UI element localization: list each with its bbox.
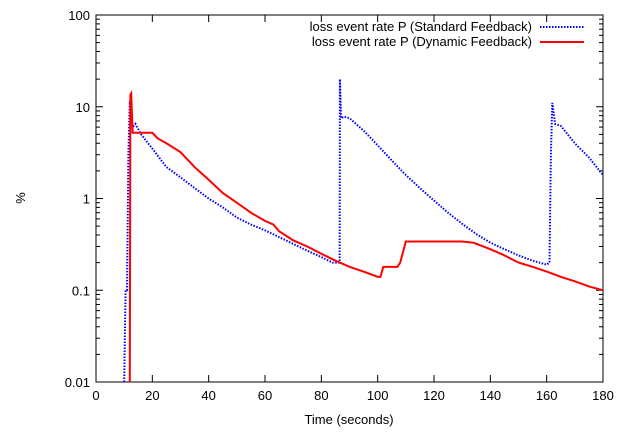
x-tick-label: 60 — [258, 388, 272, 403]
y-tick-label: 100 — [68, 8, 90, 23]
series-dynamic-feedback-line — [128, 89, 603, 382]
y-axis-label: % — [13, 192, 28, 204]
x-tick-label: 20 — [145, 388, 159, 403]
y-tick-label: 1 — [83, 192, 90, 207]
x-tick-label: 140 — [479, 388, 501, 403]
legend-label-dynamic: loss event rate P (Dynamic Feedback) — [312, 34, 532, 49]
legend: loss event rate P (Standard Feedback)los… — [310, 19, 584, 49]
plot-frame — [95, 14, 604, 383]
x-tick-label: 40 — [201, 388, 215, 403]
x-axis-label: Time (seconds) — [304, 412, 393, 427]
x-tick-label: 160 — [536, 388, 558, 403]
x-tick-label: 0 — [92, 388, 99, 403]
series-standard-feedback-line — [123, 79, 603, 382]
x-tick-label: 120 — [423, 388, 445, 403]
x-tick-label: 180 — [592, 388, 614, 403]
x-tick-label: 80 — [314, 388, 328, 403]
axis-ticks — [95, 14, 604, 383]
legend-label-standard: loss event rate P (Standard Feedback) — [310, 19, 532, 34]
x-tick-label: 100 — [367, 388, 389, 403]
axis-tick-labels: 0 20 40 60 80 100 120 140 160 180 0.01 0.1 1 10 100 — [65, 8, 614, 403]
y-tick-label: 0.01 — [65, 375, 90, 390]
series-lines — [123, 79, 603, 382]
y-tick-label: 0.1 — [72, 283, 90, 298]
y-tick-label: 10 — [76, 100, 90, 115]
